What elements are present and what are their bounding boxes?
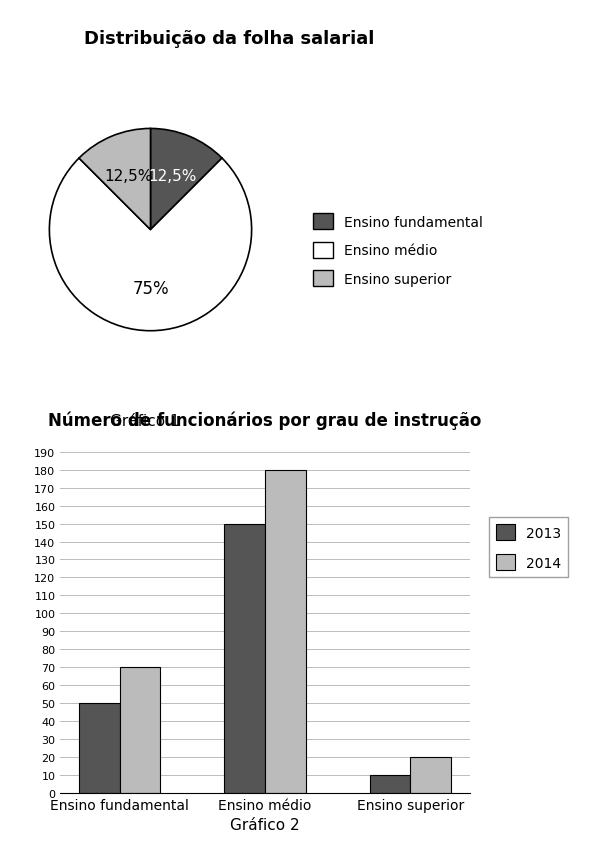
Bar [265, 470, 306, 793]
Legend: Ensino fundamental, Ensino médio, Ensino superior: Ensino fundamental, Ensino médio, Ensino… [309, 210, 487, 291]
Text: Gráfico 1: Gráfico 1 [110, 414, 179, 429]
Bar [410, 757, 451, 793]
Wedge shape [150, 130, 222, 230]
Text: 75%: 75% [132, 280, 169, 298]
Legend: 2013, 2014: 2013, 2014 [489, 518, 568, 577]
Bar [120, 668, 160, 793]
Text: Gráfico 2: Gráfico 2 [230, 816, 300, 832]
Text: Número de funcionários por grau de instrução: Número de funcionários por grau de instr… [48, 410, 482, 429]
Wedge shape [49, 159, 252, 331]
Text: Distribuição da folha salarial: Distribuição da folha salarial [84, 30, 374, 48]
Bar [79, 704, 120, 793]
Text: 12,5%: 12,5% [104, 169, 152, 183]
Text: 12,5%: 12,5% [149, 169, 197, 183]
Wedge shape [79, 130, 150, 230]
Bar [370, 775, 410, 793]
Bar [224, 524, 265, 793]
